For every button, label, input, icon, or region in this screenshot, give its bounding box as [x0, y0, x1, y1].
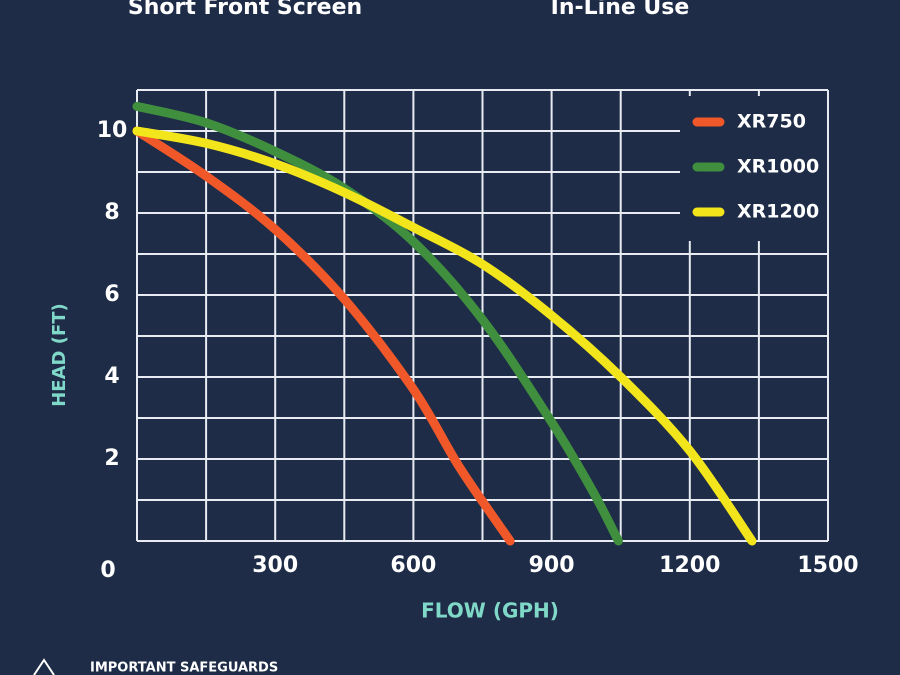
x-tick-label: 600	[390, 553, 436, 578]
curve	[132, 126, 757, 546]
x-tick-label: 1500	[797, 553, 858, 578]
y-tick-label: 10	[97, 118, 128, 143]
x-tick-label: 900	[529, 553, 575, 578]
legend-label: XR1200	[737, 201, 819, 223]
legend-label: XR1000	[737, 156, 819, 178]
curve	[132, 101, 623, 546]
y-axis-label: HEAD (FT)	[49, 303, 70, 407]
y-tick-label: 2	[104, 446, 119, 471]
origin-label: 0	[100, 558, 115, 583]
header-left: Short Front Screen	[128, 0, 362, 20]
y-tick-label: 4	[104, 364, 119, 389]
warning-icon	[33, 658, 55, 675]
x-tick-label: 1200	[659, 553, 720, 578]
y-tick-label: 6	[104, 282, 119, 307]
curve	[132, 126, 515, 546]
y-tick-label: 8	[104, 200, 119, 225]
x-axis-label: FLOW (GPH)	[421, 599, 559, 623]
x-tick-label: 300	[252, 553, 298, 578]
legend-label: XR750	[737, 111, 806, 133]
footer: IMPORTANT SAFEGUARDS	[90, 661, 278, 675]
header-right: In-Line Use	[551, 0, 690, 20]
